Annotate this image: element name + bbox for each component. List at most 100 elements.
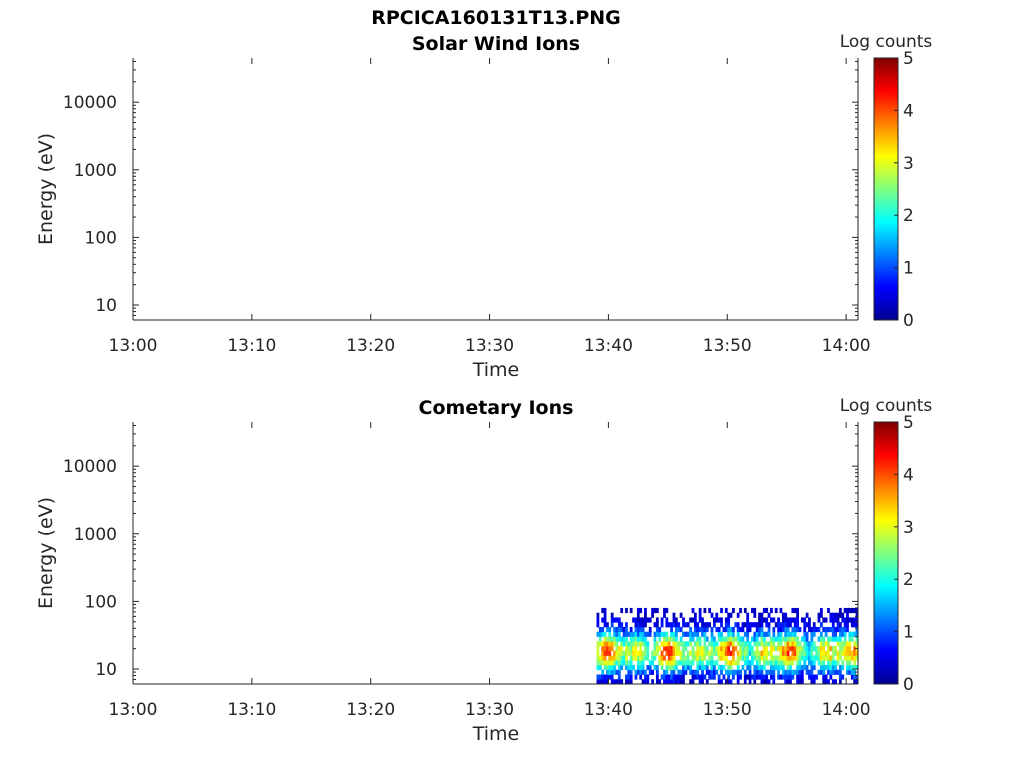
heatmap-cell [601, 660, 605, 666]
heatmap-cell [774, 664, 778, 671]
heatmap-cell [682, 655, 685, 661]
heatmap-cell [653, 664, 657, 671]
heatmap-cell [644, 617, 647, 623]
heatmap-cell [762, 645, 766, 652]
heatmap-cell [786, 679, 790, 685]
heatmap-cell [710, 664, 714, 671]
heatmap-cell [729, 636, 733, 642]
heatmap-cell [786, 631, 790, 637]
heatmap-cell [800, 674, 804, 680]
heatmap-cell [634, 636, 638, 642]
heatmap-cell [617, 664, 621, 671]
heatmap-cell [713, 674, 716, 680]
heatmap-cell [703, 631, 707, 637]
heatmap-cell [717, 617, 721, 623]
heatmap-cell [772, 655, 776, 661]
heatmap-cell [803, 664, 807, 671]
heatmap-cell [817, 617, 821, 623]
heatmap-cell [838, 669, 842, 675]
heatmap-cell [667, 645, 671, 652]
heatmap-cell [663, 645, 666, 652]
x-tick-label: 13:20 [346, 700, 395, 720]
heatmap-cell [779, 641, 783, 647]
heatmap-cell [710, 631, 714, 637]
heatmap-cell [625, 631, 628, 637]
heatmap-cell [620, 626, 624, 633]
heatmap-cell [679, 655, 683, 661]
heatmap-cell [741, 641, 745, 647]
heatmap-cell [812, 622, 816, 628]
heatmap-cell [698, 607, 702, 614]
heatmap-cell [765, 607, 769, 614]
heatmap-cell [603, 622, 607, 628]
heatmap-cell [736, 660, 740, 666]
heatmap-cell [827, 636, 830, 642]
heatmap-cell [724, 645, 728, 652]
heatmap-cell [789, 622, 792, 628]
heatmap-cell [846, 641, 849, 647]
heatmap-cell [772, 636, 776, 642]
heatmap-cell [786, 617, 790, 623]
heatmap-cell [627, 669, 631, 675]
heatmap-cell [805, 636, 809, 642]
heatmap-cell [610, 612, 614, 618]
heatmap-cell [732, 655, 735, 661]
heatmap-cell [720, 669, 723, 675]
heatmap-cell [748, 669, 752, 675]
panel-title: Solar Wind Ions [412, 33, 580, 55]
heatmap-cell [793, 617, 797, 623]
heatmap-cell [843, 607, 847, 614]
heatmap-cell [762, 679, 766, 685]
heatmap-cell [741, 636, 745, 642]
heatmap-cell [727, 641, 731, 647]
heatmap-cell [625, 641, 628, 647]
heatmap-cell [606, 650, 609, 656]
heatmap-cell [822, 655, 826, 661]
heatmap-cell [653, 645, 657, 652]
heatmap-cell [617, 674, 621, 680]
heatmap-cell [838, 679, 842, 685]
heatmap-cell [617, 660, 621, 666]
heatmap-cell [758, 655, 761, 661]
heatmap-cell [736, 655, 740, 661]
heatmap-cell [655, 650, 659, 656]
heatmap-cell [608, 626, 612, 633]
heatmap-cell [841, 645, 845, 652]
heatmap-cell [682, 674, 685, 680]
heatmap-cell [800, 645, 804, 652]
heatmap-cell [751, 660, 754, 666]
heatmap-cell [748, 650, 752, 656]
heatmap-cell [815, 674, 818, 680]
heatmap-cell [796, 650, 799, 656]
heatmap-cell [632, 641, 635, 647]
heatmap-cell [841, 664, 845, 671]
heatmap-cell [770, 617, 773, 623]
heatmap-cell [701, 664, 704, 671]
heatmap-cell [696, 669, 700, 675]
heatmap-cell [670, 622, 673, 628]
heatmap-cell [739, 674, 742, 680]
heatmap-cell [708, 622, 712, 628]
heatmap-cell [791, 645, 795, 652]
heatmap-cell [598, 660, 602, 666]
heatmap-cell [736, 612, 740, 618]
heatmap-cell [646, 617, 650, 623]
heatmap-cell [810, 679, 814, 685]
heatmap-cell [648, 626, 652, 633]
heatmap-cell [838, 612, 842, 618]
heatmap-cell [812, 660, 816, 666]
heatmap-cell [760, 636, 764, 642]
heatmap-cell [682, 669, 685, 675]
heatmap-cell [755, 664, 759, 671]
heatmap-cell [755, 650, 759, 656]
heatmap-cell [636, 631, 640, 637]
heatmap-cell [622, 650, 626, 656]
heatmap-cell [684, 645, 688, 652]
heatmap-cell [758, 674, 761, 680]
heatmap-cell [603, 679, 607, 685]
heatmap-cell [705, 645, 709, 652]
heatmap-cell [796, 655, 799, 661]
heatmap-cell [627, 674, 631, 680]
heatmap-cell [679, 674, 683, 680]
heatmap-cell [829, 612, 833, 618]
